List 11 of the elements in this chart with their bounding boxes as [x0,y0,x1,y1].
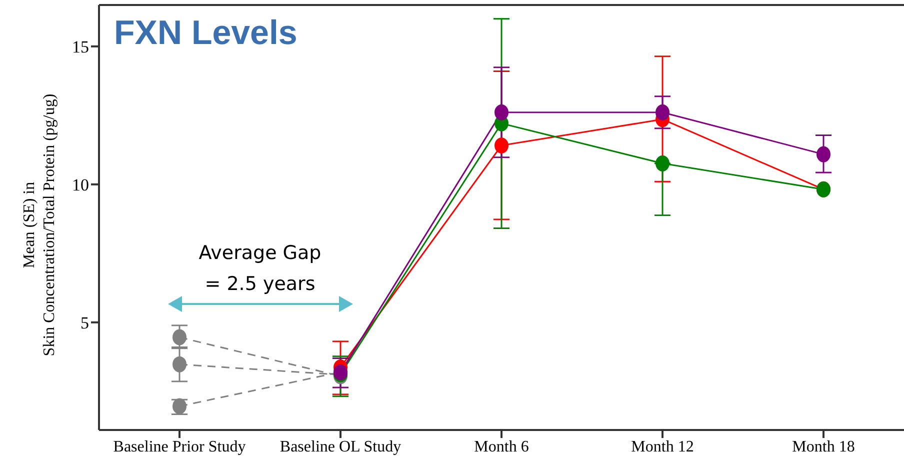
x-tick-label: Baseline Prior Study [113,438,246,456]
x-tick-label: Month 12 [631,438,694,456]
y-axis-title: Mean (SE) in Skin Concentration/Total Protein (pg/ug) [20,94,59,356]
y-tick-label: 5 [80,313,89,332]
y-tick-label: 15 [72,37,89,56]
y-tick-label: 10 [72,175,89,194]
x-tick-label: Month 6 [474,438,529,456]
chart-title: FXN Levels [114,14,298,53]
x-tick-label: Baseline OL Study [280,438,402,456]
annotation: Average Gap = 2.5 years [198,241,322,297]
x-tick-label: Month 18 [792,438,855,456]
